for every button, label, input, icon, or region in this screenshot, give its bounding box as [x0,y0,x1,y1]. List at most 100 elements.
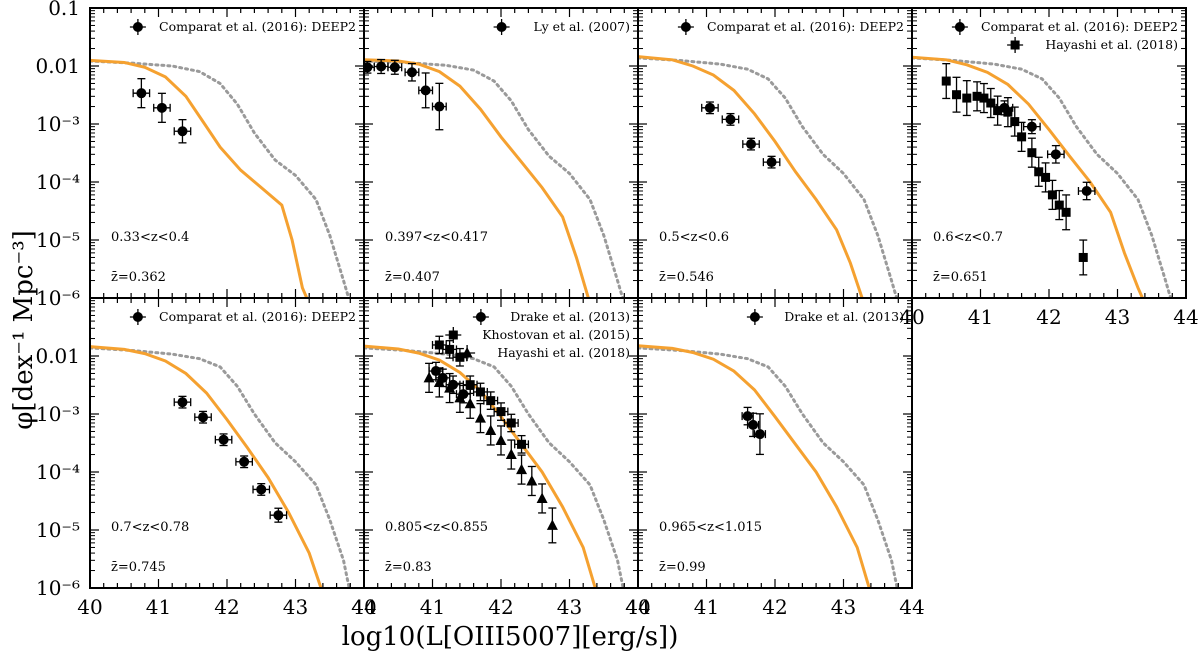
data-point [993,95,1003,126]
x-tick-label: 41 [420,595,445,619]
circle-marker [954,22,965,32]
y-tick-label: 10⁻³ [36,402,80,426]
model-curve-solid [90,345,323,588]
data-point [1023,119,1041,135]
panel-1: 0.33<z<0.4 z̄=0.362 Comparat et al. (2016)… [89,7,365,299]
circle-marker [1081,185,1092,196]
triangle-marker [433,376,445,387]
data-point [721,112,740,126]
circle-marker [218,434,229,445]
x-tick-label: 41 [146,595,171,619]
square-marker [1010,40,1020,50]
data-point [387,59,403,75]
z-mean-label: z̄=0.99 [659,560,706,575]
panel-4: 0.6<z<0.7 z̄=0.651 Comparat et al. (2016):… [911,7,1187,299]
x-tick-label: 40 [899,305,924,329]
z-range-label: 0.805<z<0.855 [385,520,488,535]
data-point [173,118,192,144]
legend-label: Ly et al. (2007) [534,19,630,34]
panel-frame [637,7,913,299]
data-point [1046,144,1065,164]
data-point [252,483,271,496]
x-axis-label: log10(L[OIII5007][erg/s]) [342,622,679,652]
x-tick-label: 43 [831,595,856,619]
legend-label: Hayashi et al. (2018) [1045,37,1178,52]
square-marker [1078,252,1088,262]
model-curve-solid [912,55,1145,298]
y-tick-label: 10⁻⁶ [36,286,80,310]
triangle-marker [526,474,538,486]
data-point [431,335,447,355]
panel-2: 0.397<z<0.417 z̄=0.407 Ly et al. (2007) [363,7,639,299]
circle-marker [766,157,777,168]
x-tick-label: 42 [762,595,787,619]
data-point [442,340,458,359]
data-point [495,425,507,456]
circle-marker [742,411,753,422]
panel-plot-area [912,55,1173,298]
y-tick-label: 10⁻⁶ [36,576,80,600]
circle-marker [746,139,757,150]
circle-marker [420,85,431,96]
triangle-marker [505,448,517,460]
circle-marker [364,62,373,73]
square-marker [1047,190,1057,200]
x-tick-label: 42 [1036,305,1061,329]
triangle-marker [485,424,497,435]
model-curve-solid [364,58,590,298]
panel-7: 0.965<z<1.015 z̄=0.99 Drake et al. (2013) [637,297,913,589]
model-curve-dotted [90,346,351,588]
panel-3: 0.5<z<0.6 z̄=0.546 Comparat et al. (2016):… [637,7,913,299]
data-point [1003,97,1013,128]
circle-marker [496,22,507,32]
data-point [132,78,151,109]
legend-label: Comparat et al. (2016): DEEP2 [159,309,356,324]
triangle-marker [464,397,476,409]
data-point [464,388,476,419]
data-point [1027,137,1037,168]
legend-label: Comparat et al. (2016): DEEP2 [707,19,904,34]
panel-6: 0.805<z<0.855 z̄=0.83 Drake et al. (2013) K… [363,297,639,589]
panel-5: 0.7<z<0.78 z̄=0.745 Comparat et al. (2016)… [89,297,365,589]
data-point [1041,162,1051,193]
data-point [235,455,253,469]
square-marker [448,330,458,340]
square-marker [986,98,996,108]
x-tick-label: 43 [1105,305,1130,329]
square-marker [979,93,989,103]
data-point [962,80,972,117]
square-marker [434,340,444,350]
circle-marker [748,419,759,430]
square-marker [1034,167,1044,177]
circle-marker [177,397,188,408]
square-marker [952,90,962,100]
x-tick-label: 43 [557,595,582,619]
x-tick-label: 44 [1173,305,1198,329]
square-marker [941,76,951,86]
square-marker [517,439,527,449]
circle-marker [680,22,691,32]
z-range-label: 0.965<z<1.015 [659,520,762,535]
y-tick-label: 10⁻⁴ [36,460,80,484]
z-range-label: 0.5<z<0.6 [659,230,729,245]
data-point [536,483,548,514]
y-tick-label: 10⁻³ [36,112,80,136]
model-curve-dotted [364,59,625,298]
data-point [269,507,288,523]
square-marker [1054,200,1064,210]
data-point [404,62,420,82]
data-point [485,415,497,446]
z-mean-label: z̄=0.546 [659,270,714,285]
data-point [493,402,509,421]
axes-layer: 0.1 0.01 10⁻³ 10⁻⁴ 10⁻⁵ 10⁻⁶ 0.01 10⁻³ 10⁻⁴ 10⁻⁵ 1… [9,0,1199,652]
square-marker [486,396,496,406]
circle-marker [704,102,715,113]
model-curve-dotted [638,346,899,588]
data-point [514,434,530,454]
y-tick-label: 10⁻⁵ [36,228,80,252]
circle-marker [1026,121,1037,132]
circle-marker [156,102,167,113]
square-marker [962,93,972,103]
model-curve-solid [638,344,871,588]
panel-plot-area [90,58,351,298]
